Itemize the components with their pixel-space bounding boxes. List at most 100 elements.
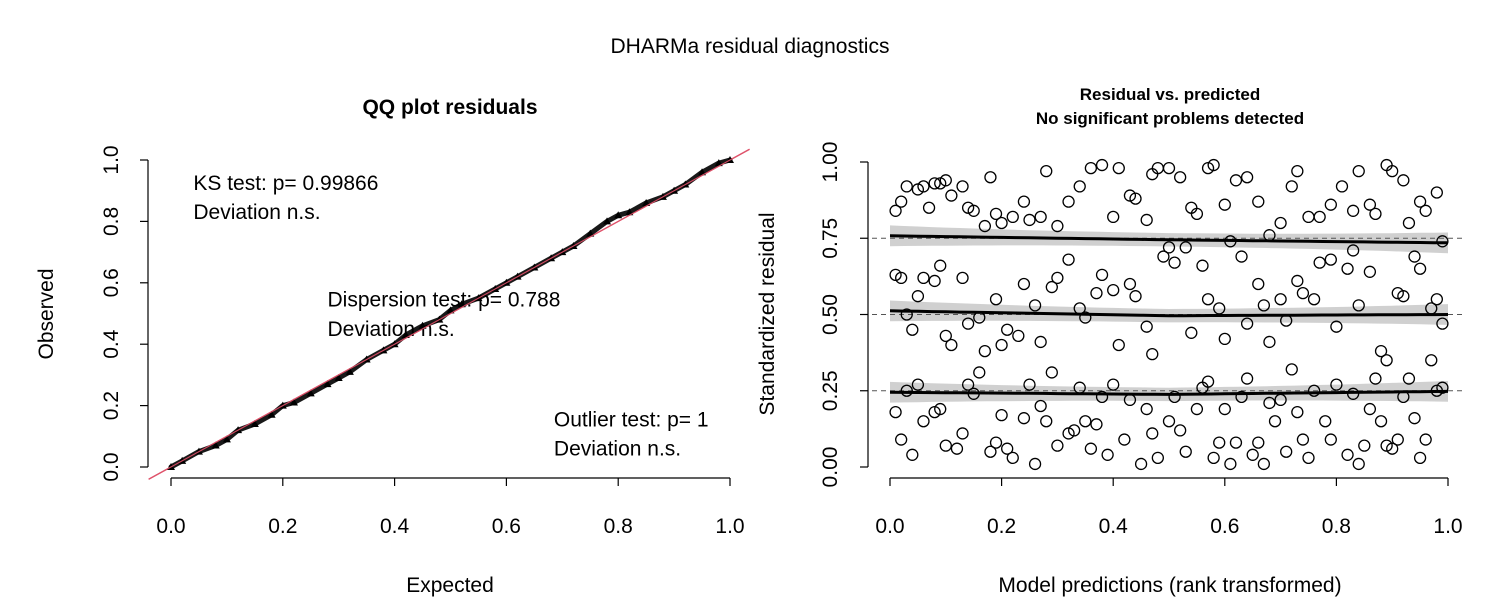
residual-point — [1174, 424, 1187, 437]
residual-point — [939, 439, 952, 452]
residual-points-group — [889, 158, 1449, 471]
residual-point — [1229, 174, 1243, 187]
residual-point — [1140, 213, 1153, 227]
residual-point — [1162, 241, 1176, 254]
qq-annotation: Outlier test: p= 1 — [554, 408, 709, 431]
residual-point — [1257, 457, 1271, 471]
residual-point — [1107, 210, 1120, 224]
residual-point — [1006, 210, 1019, 224]
residual-plot-subtitle: No significant problems detected — [1036, 109, 1304, 128]
qq-point — [698, 168, 707, 176]
residual-point — [1090, 286, 1103, 300]
residual-point — [1207, 451, 1220, 465]
residual-point — [1162, 415, 1176, 428]
residual-point — [1123, 277, 1137, 291]
residual-point — [1302, 210, 1315, 224]
residual-x-tick-label: 0.2 — [987, 515, 1016, 538]
residual-point — [1346, 244, 1360, 257]
residual-vs-predicted-panel: Residual vs. predicted No significant pr… — [756, 85, 1466, 597]
residual-point — [922, 201, 936, 214]
residual-point — [1335, 180, 1349, 193]
residual-point — [1090, 418, 1103, 431]
qq-y-tick-label: 0.8 — [100, 207, 123, 236]
residual-point — [1408, 412, 1421, 425]
residual-point — [1291, 274, 1304, 288]
residual-point — [1023, 213, 1036, 227]
qq-point — [334, 373, 343, 381]
residual-point — [1174, 171, 1187, 184]
residual-point — [989, 293, 1003, 306]
residual-point — [1017, 412, 1031, 425]
residual-point — [1095, 268, 1109, 282]
residual-point — [1240, 317, 1254, 330]
qq-y-axis-label: Observed — [35, 268, 58, 359]
qq-point — [211, 441, 220, 449]
residual-point — [1001, 442, 1014, 455]
qq-point — [401, 330, 410, 338]
residual-point — [1001, 323, 1014, 336]
residual-y-tick-label: 0.50 — [819, 294, 842, 335]
residual-point — [1051, 219, 1064, 233]
residual-point — [928, 177, 941, 190]
residual-point — [1051, 271, 1064, 285]
residual-point — [1296, 286, 1310, 300]
quantile-fit-line — [889, 234, 1449, 245]
residual-point — [1330, 320, 1343, 333]
residual-y-tick-label: 0.75 — [819, 218, 842, 259]
residual-x-tick-label: 1.0 — [1433, 515, 1462, 538]
residual-point — [1224, 457, 1237, 471]
residual-point — [961, 378, 975, 391]
residual-point — [1118, 433, 1131, 446]
residual-point — [1397, 174, 1410, 187]
residual-point — [1028, 457, 1042, 471]
qq-y-tick-label: 0.6 — [100, 268, 123, 297]
residual-point — [1307, 384, 1321, 397]
qq-y-tick-label: 1.0 — [100, 145, 123, 174]
residual-point — [906, 323, 919, 336]
residual-x-axis-label: Model predictions (rank transformed) — [998, 574, 1341, 597]
residual-point — [1028, 299, 1042, 312]
residual-point — [1285, 363, 1298, 376]
residual-x-tick-label: 0.0 — [875, 515, 904, 538]
residual-point — [1402, 216, 1416, 230]
residual-point — [950, 442, 964, 455]
residual-y-tick-label: 1.00 — [819, 142, 842, 183]
residual-point — [984, 445, 997, 458]
residual-point — [1274, 216, 1287, 230]
qq-point — [323, 380, 332, 388]
residual-point — [1023, 378, 1036, 391]
qq-x-tick-label: 0.4 — [380, 515, 410, 538]
qq-point — [418, 321, 427, 329]
residual-point — [978, 219, 992, 233]
residual-point — [1430, 293, 1443, 306]
residual-point — [1112, 161, 1125, 175]
residual-point — [1218, 198, 1231, 211]
residual-point — [911, 378, 925, 391]
residual-point — [1363, 402, 1377, 416]
residual-point — [1235, 250, 1248, 263]
qq-point — [267, 410, 276, 418]
residual-y-tick-label: 0.00 — [819, 447, 842, 488]
qq-points-group — [167, 156, 734, 470]
qq-reference-line-overlay — [148, 148, 750, 480]
residual-point — [1307, 293, 1321, 306]
residual-point — [1107, 378, 1120, 391]
residual-point — [1313, 210, 1326, 224]
residual-point — [1425, 354, 1438, 367]
residual-point — [1045, 280, 1058, 294]
residual-point — [1358, 439, 1371, 452]
residual-point — [1436, 317, 1449, 330]
residual-point — [1179, 445, 1192, 458]
residual-point — [989, 207, 1003, 221]
residual-point — [1140, 320, 1153, 333]
qq-point — [446, 306, 455, 314]
residual-point — [1017, 277, 1031, 291]
qq-point — [222, 435, 231, 443]
residual-point — [1062, 253, 1075, 266]
residual-point — [1034, 210, 1047, 224]
residual-point — [1352, 164, 1365, 178]
residual-point — [1140, 402, 1153, 416]
residual-point — [995, 338, 1008, 352]
residual-point — [1280, 445, 1293, 458]
